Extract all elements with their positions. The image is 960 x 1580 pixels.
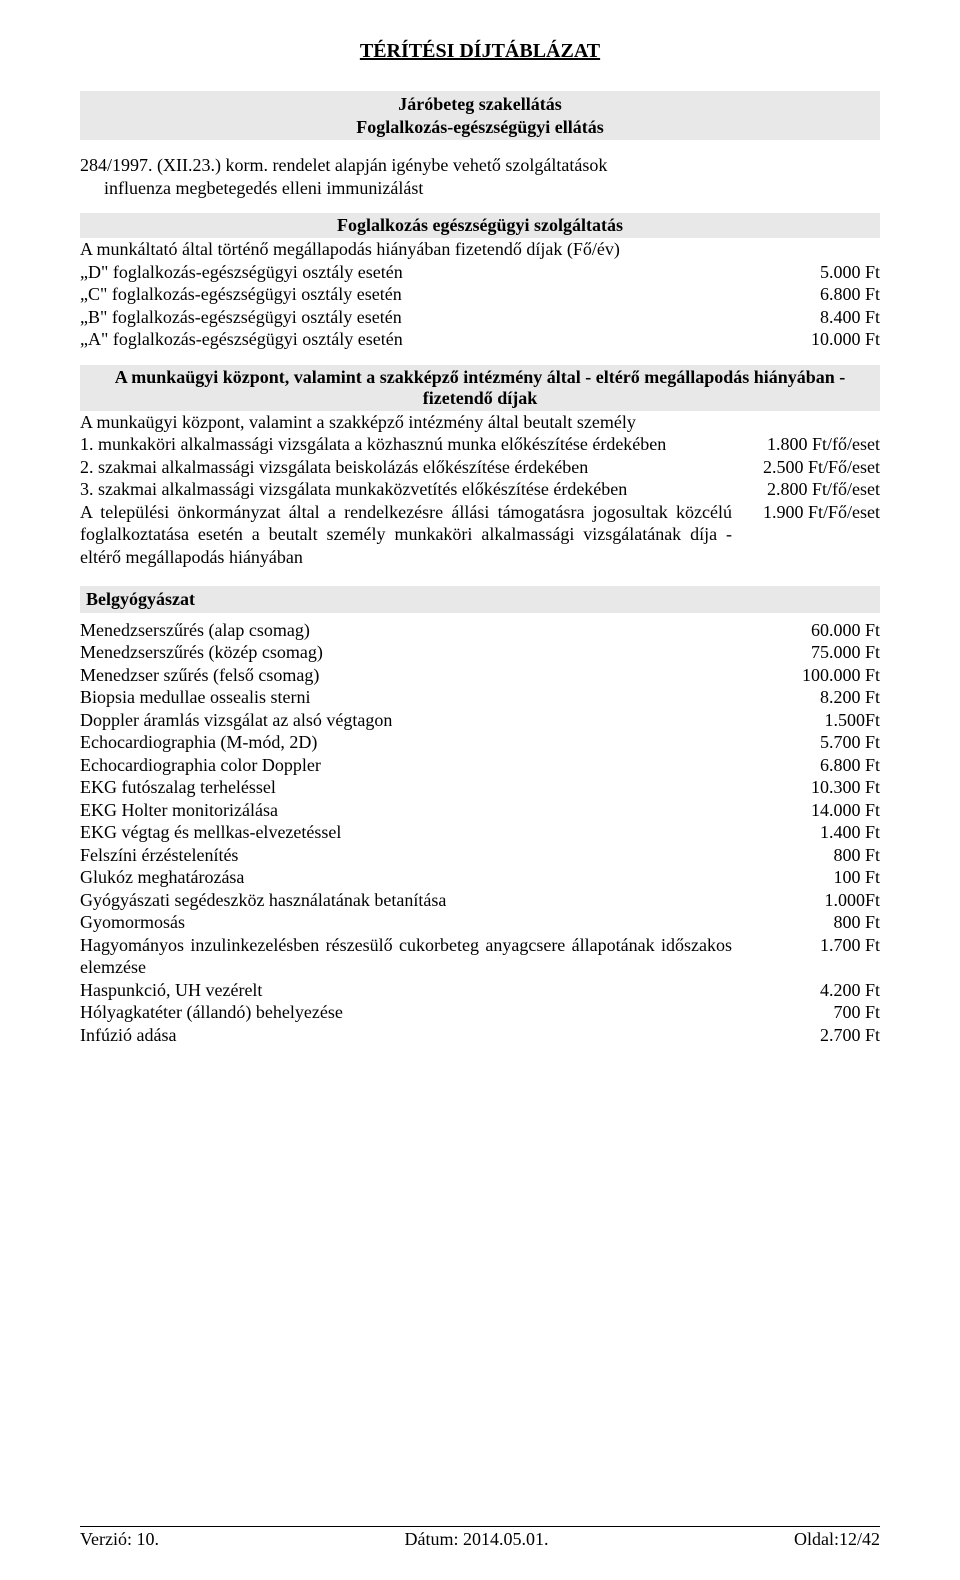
section1-intro: A munkáltató által történő megállapodás …	[80, 238, 880, 261]
fee-label: A települési önkormányzat által a rendel…	[80, 501, 750, 569]
fee-row: Menedzserszűrés (alap csomag) 60.000 Ft	[80, 619, 880, 642]
section2-intro: A munkaügyi központ, valamint a szakképz…	[80, 411, 880, 434]
fee-row: A települési önkormányzat által a rendel…	[80, 501, 880, 569]
header-line-4: influenza megbetegedés elleni immunizálá…	[80, 177, 880, 200]
fee-value: 4.200 Ft	[750, 979, 880, 1002]
fee-row: EKG végtag és mellkas-elvezetéssel 1.400…	[80, 821, 880, 844]
fee-row: „A" foglalkozás-egészségügyi osztály ese…	[80, 328, 880, 351]
footer-center: Dátum: 2014.05.01.	[404, 1529, 548, 1550]
fee-value: 2.500 Ft/Fő/eset	[750, 456, 880, 479]
section1-title: Foglalkozás egészségügyi szolgáltatás	[80, 213, 880, 238]
fee-label: Echocardiographia (M-mód, 2D)	[80, 731, 750, 754]
fee-value: 1.500Ft	[750, 709, 880, 732]
fee-label: Hagyományos inzulinkezelésben részesülő …	[80, 934, 750, 979]
fee-value: 1.000Ft	[750, 889, 880, 912]
fee-value: 100 Ft	[750, 866, 880, 889]
fee-value: 2.800 Ft/fő/eset	[750, 478, 880, 501]
fee-label: 2. szakmai alkalmassági vizsgálata beisk…	[80, 456, 750, 479]
fee-row: Gyógyászati segédeszköz használatának be…	[80, 889, 880, 912]
page: TÉRÍTÉSI DÍJTÁBLÁZAT Járóbeteg szakellát…	[0, 0, 960, 1580]
fee-value: 6.800 Ft	[750, 754, 880, 777]
fee-row: Biopsia medullae ossealis sterni 8.200 F…	[80, 686, 880, 709]
header-line-1: Járóbeteg szakellátás	[80, 93, 880, 116]
fee-value: 75.000 Ft	[750, 641, 880, 664]
header-bar: Járóbeteg szakellátás Foglalkozás-egészs…	[80, 91, 880, 140]
fee-value: 6.800 Ft	[750, 283, 880, 306]
fee-label: Haspunkció, UH vezérelt	[80, 979, 750, 1002]
footer-right: Oldal:12/42	[794, 1529, 880, 1550]
fee-label: Gyomormosás	[80, 911, 750, 934]
footer: Verzió: 10. Dátum: 2014.05.01. Oldal:12/…	[80, 1526, 880, 1550]
section2-rows: 1. munkaköri alkalmassági vizsgálata a k…	[80, 433, 880, 568]
fee-row: Echocardiographia color Doppler 6.800 Ft	[80, 754, 880, 777]
fee-value: 100.000 Ft	[750, 664, 880, 687]
fee-row: Echocardiographia (M-mód, 2D) 5.700 Ft	[80, 731, 880, 754]
fee-label: Menedzserszűrés (alap csomag)	[80, 619, 750, 642]
fee-label: „A" foglalkozás-egészségügyi osztály ese…	[80, 328, 750, 351]
footer-left: Verzió: 10.	[80, 1529, 159, 1550]
fee-label: Menedzserszűrés (közép csomag)	[80, 641, 750, 664]
fee-label: Doppler áramlás vizsgálat az alsó végtag…	[80, 709, 750, 732]
fee-value: 10.300 Ft	[750, 776, 880, 799]
fee-label: Menedzser szűrés (felső csomag)	[80, 664, 750, 687]
fee-row: EKG futószalag terheléssel 10.300 Ft	[80, 776, 880, 799]
fee-label: „D" foglalkozás-egészségügyi osztály ese…	[80, 261, 750, 284]
fee-label: Glukóz meghatározása	[80, 866, 750, 889]
fee-value: 800 Ft	[750, 911, 880, 934]
fee-row: „D" foglalkozás-egészségügyi osztály ese…	[80, 261, 880, 284]
section1-rows: „D" foglalkozás-egészségügyi osztály ese…	[80, 261, 880, 351]
fee-value: 14.000 Ft	[750, 799, 880, 822]
section3-title: Belgyógyászat	[80, 586, 880, 613]
fee-label: „C" foglalkozás-egészségügyi osztály ese…	[80, 283, 750, 306]
fee-label: Infúzió adása	[80, 1024, 750, 1047]
document-title: TÉRÍTÉSI DÍJTÁBLÁZAT	[80, 40, 880, 63]
fee-label: EKG futószalag terheléssel	[80, 776, 750, 799]
fee-value: 700 Ft	[750, 1001, 880, 1024]
fee-row: 1. munkaköri alkalmassági vizsgálata a k…	[80, 433, 880, 456]
fee-label: EKG végtag és mellkas-elvezetéssel	[80, 821, 750, 844]
fee-value: 8.200 Ft	[750, 686, 880, 709]
fee-label: Biopsia medullae ossealis sterni	[80, 686, 750, 709]
fee-row: Doppler áramlás vizsgálat az alsó végtag…	[80, 709, 880, 732]
fee-value: 1.800 Ft/fő/eset	[750, 433, 880, 456]
fee-label: Felszíni érzéstelenítés	[80, 844, 750, 867]
fee-row: „B" foglalkozás-egészségügyi osztály ese…	[80, 306, 880, 329]
fee-value: 1.900 Ft/Fő/eset	[750, 501, 880, 524]
fee-value: 800 Ft	[750, 844, 880, 867]
fee-label: EKG Holter monitorizálása	[80, 799, 750, 822]
fee-label: 3. szakmai alkalmassági vizsgálata munka…	[80, 478, 750, 501]
fee-value: 2.700 Ft	[750, 1024, 880, 1047]
fee-row: 2. szakmai alkalmassági vizsgálata beisk…	[80, 456, 880, 479]
fee-label: Echocardiographia color Doppler	[80, 754, 750, 777]
fee-value: 5.700 Ft	[750, 731, 880, 754]
header-line-2: Foglalkozás-egészségügyi ellátás	[80, 116, 880, 139]
fee-row: Haspunkció, UH vezérelt 4.200 Ft	[80, 979, 880, 1002]
fee-label: Hólyagkatéter (állandó) behelyezése	[80, 1001, 750, 1024]
fee-value: 1.400 Ft	[750, 821, 880, 844]
header-line-3: 284/1997. (XII.23.) korm. rendelet alapj…	[80, 154, 880, 177]
fee-row: Menedzser szűrés (felső csomag) 100.000 …	[80, 664, 880, 687]
fee-row: Hólyagkatéter (állandó) behelyezése 700 …	[80, 1001, 880, 1024]
fee-row: Menedzserszűrés (közép csomag) 75.000 Ft	[80, 641, 880, 664]
fee-row: Glukóz meghatározása 100 Ft	[80, 866, 880, 889]
fee-row: Felszíni érzéstelenítés 800 Ft	[80, 844, 880, 867]
fee-value: 1.700 Ft	[750, 934, 880, 957]
fee-row: 3. szakmai alkalmassági vizsgálata munka…	[80, 478, 880, 501]
fee-row: Gyomormosás 800 Ft	[80, 911, 880, 934]
fee-value: 60.000 Ft	[750, 619, 880, 642]
section3-rows: Menedzserszűrés (alap csomag) 60.000 Ft …	[80, 619, 880, 1047]
fee-row: Hagyományos inzulinkezelésben részesülő …	[80, 934, 880, 979]
fee-value: 8.400 Ft	[750, 306, 880, 329]
fee-value: 5.000 Ft	[750, 261, 880, 284]
footer-rule	[80, 1526, 880, 1527]
fee-label: 1. munkaköri alkalmassági vizsgálata a k…	[80, 433, 750, 456]
fee-label: Gyógyászati segédeszköz használatának be…	[80, 889, 750, 912]
fee-row: „C" foglalkozás-egészségügyi osztály ese…	[80, 283, 880, 306]
section2-title: A munkaügyi központ, valamint a szakképz…	[80, 365, 880, 411]
fee-row: EKG Holter monitorizálása 14.000 Ft	[80, 799, 880, 822]
fee-label: „B" foglalkozás-egészségügyi osztály ese…	[80, 306, 750, 329]
fee-value: 10.000 Ft	[750, 328, 880, 351]
fee-row: Infúzió adása 2.700 Ft	[80, 1024, 880, 1047]
